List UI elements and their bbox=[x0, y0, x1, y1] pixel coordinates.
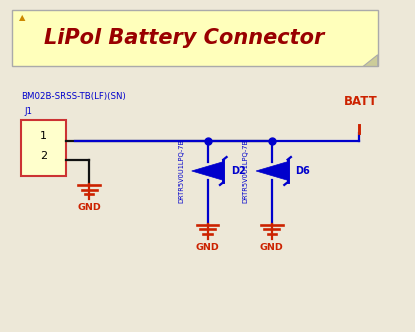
Text: DRTR5V0U1LPQ-7B: DRTR5V0U1LPQ-7B bbox=[243, 139, 249, 203]
Text: DRTR5V0U1LPQ-7B: DRTR5V0U1LPQ-7B bbox=[178, 139, 184, 203]
Text: GND: GND bbox=[260, 243, 284, 252]
Text: LiPol Battery Connector: LiPol Battery Connector bbox=[44, 28, 324, 48]
Text: ▲: ▲ bbox=[19, 13, 25, 22]
FancyBboxPatch shape bbox=[12, 10, 378, 66]
FancyBboxPatch shape bbox=[21, 120, 66, 176]
Text: J1: J1 bbox=[24, 107, 32, 116]
Polygon shape bbox=[192, 162, 223, 180]
Text: 2: 2 bbox=[40, 151, 47, 161]
Text: GND: GND bbox=[195, 243, 220, 252]
Text: 1: 1 bbox=[40, 131, 47, 141]
Text: D2: D2 bbox=[231, 166, 246, 176]
Text: GND: GND bbox=[77, 203, 101, 212]
Polygon shape bbox=[363, 55, 378, 66]
Text: D6: D6 bbox=[295, 166, 310, 176]
Polygon shape bbox=[256, 162, 288, 180]
Text: BM02B-SRSS-TB(LF)(SN): BM02B-SRSS-TB(LF)(SN) bbox=[21, 92, 125, 101]
Text: BATT: BATT bbox=[344, 95, 378, 108]
